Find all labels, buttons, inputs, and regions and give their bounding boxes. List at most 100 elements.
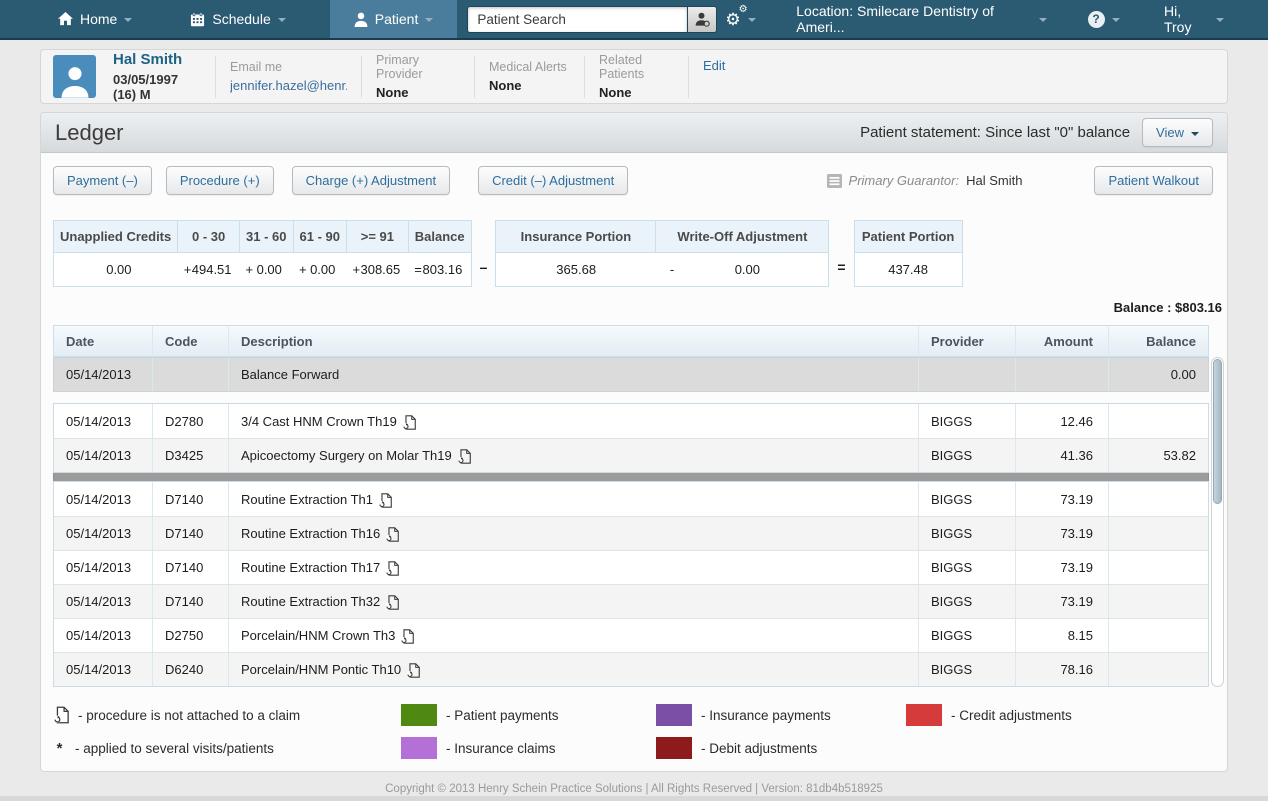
table-row-group: 05/14/2013 D2780 3/4 Cast HNM Crown Th19… xyxy=(53,403,1209,473)
aging-value: +308.65 xyxy=(346,252,409,287)
legend-credit-adjustments: - Credit adjustments xyxy=(906,704,1213,726)
no-claim-icon xyxy=(386,561,400,576)
cell-amount: 12.46 xyxy=(1016,404,1109,438)
cell-balance xyxy=(1109,619,1208,652)
cell-code: D3425 xyxy=(153,439,229,472)
aging-header: 0 - 30 xyxy=(177,220,241,253)
credit-adjustment-button[interactable]: Credit (–) Adjustment xyxy=(478,166,629,195)
primary-provider-block: Primary Provider None xyxy=(362,53,475,100)
cell-description: Apicoectomy Surgery on Molar Th19 xyxy=(229,439,919,472)
patient-search xyxy=(467,0,718,38)
aging-value: +494.51 xyxy=(177,252,240,287)
table-row[interactable]: 05/14/2013 D2780 3/4 Cast HNM Crown Th19… xyxy=(54,404,1208,438)
nav-home[interactable]: Home xyxy=(42,0,148,38)
primary-guarantor-label: Primary Guarantor: xyxy=(848,173,960,188)
cell-amount: 78.16 xyxy=(1016,653,1109,686)
chevron-down-icon xyxy=(1191,132,1199,136)
header-provider[interactable]: Provider xyxy=(919,326,1016,356)
email-link[interactable]: jennifer.hazel@henr... xyxy=(230,78,347,93)
related-patients-value: None xyxy=(599,85,632,100)
nav-settings[interactable]: ⚙ ⚙ xyxy=(717,4,763,28)
person-icon xyxy=(61,67,88,98)
top-navbar: Home Schedule Patient ⚙⚙ Location: Smile… xyxy=(0,0,1268,40)
no-claim-icon xyxy=(386,595,400,610)
footer-strip xyxy=(0,796,1268,801)
chevron-down-icon xyxy=(1111,18,1120,22)
nav-location[interactable]: Location: Smilecare Dentistry of Ameri..… xyxy=(788,3,1055,35)
procedure-button[interactable]: Procedure (+) xyxy=(165,166,274,195)
chevron-down-icon xyxy=(1215,18,1224,22)
equals-operator: = xyxy=(837,259,846,275)
page-title: Ledger xyxy=(55,119,124,145)
patient-dob: 03/05/1997 (16) M xyxy=(113,72,179,102)
cell-date: 05/14/2013 xyxy=(54,551,153,584)
no-claim-icon xyxy=(386,527,400,542)
related-patients-label: Related Patients xyxy=(599,53,645,81)
debit-adjustments-swatch xyxy=(656,737,692,759)
cell-date: 05/14/2013 xyxy=(54,585,153,618)
scrollbar-thumb[interactable] xyxy=(1213,359,1222,504)
cell-provider: BIGGS xyxy=(919,482,1016,516)
cell-balance xyxy=(1109,404,1208,438)
header-description[interactable]: Description xyxy=(229,326,919,356)
header-date[interactable]: Date xyxy=(54,326,153,356)
nav-greeting-label: Hi, Troy xyxy=(1163,3,1192,35)
table-row[interactable]: 05/14/2013 D7140 Routine Extraction Th17… xyxy=(54,550,1208,584)
cell-date: 05/14/2013 xyxy=(54,482,153,516)
calendar-icon xyxy=(191,11,205,26)
patient-walkout-button[interactable]: Patient Walkout xyxy=(1094,166,1213,195)
patient-name: Hal Smith xyxy=(113,51,183,68)
nav-help[interactable]: ? xyxy=(1080,10,1128,28)
aging-header: 31 - 60 xyxy=(239,220,294,253)
aging-header: Insurance Portion xyxy=(495,220,657,253)
aging-value: = 803.16 xyxy=(408,252,472,287)
aging-value: 437.48 xyxy=(853,252,963,287)
ledger-header-band: Ledger Patient statement: Since last "0"… xyxy=(41,113,1227,153)
nav-schedule[interactable]: Schedule xyxy=(174,0,301,38)
header-code[interactable]: Code xyxy=(153,326,229,356)
scrollbar-track xyxy=(1211,357,1224,687)
aging-header: 61 - 90 xyxy=(292,220,347,253)
no-claim-icon xyxy=(407,663,420,678)
insurance-claims-swatch xyxy=(401,737,437,759)
no-claim-icon xyxy=(457,449,471,464)
header-amount[interactable]: Amount xyxy=(1016,326,1109,356)
legend-asterisk-label: - applied to several visits/patients xyxy=(75,740,274,756)
table-row[interactable]: 05/14/2013 D2750 Porcelain/HNM Crown Th3… xyxy=(54,618,1208,652)
payment-button[interactable]: Payment (–) xyxy=(53,166,152,195)
cell-description: Balance Forward xyxy=(229,358,919,391)
medical-alerts-block: Medical Alerts None xyxy=(475,55,585,98)
navbar-right: ⚙ ⚙ Location: Smilecare Dentistry of Amer… xyxy=(717,0,1268,38)
table-row[interactable]: 05/14/2013 D7140 Routine Extraction Th1 … xyxy=(54,482,1208,516)
email-label: Email me xyxy=(230,60,283,74)
chevron-down-icon xyxy=(425,18,434,22)
edit-patient-link[interactable]: Edit xyxy=(703,58,726,73)
patient-search-input[interactable] xyxy=(467,5,688,33)
table-row[interactable]: 05/14/2013 D6240 Porcelain/HNM Pontic Th… xyxy=(54,652,1208,686)
table-row[interactable]: 05/14/2013 D3425 Apicoectomy Surgery on … xyxy=(54,438,1208,472)
aging-value: -0.00 xyxy=(655,252,830,287)
nav-home-label: Home xyxy=(80,11,118,27)
table-row[interactable]: 05/14/2013 Balance Forward 0.00 xyxy=(53,357,1209,392)
nav-patient[interactable]: Patient xyxy=(329,0,458,38)
minus-operator: – xyxy=(479,259,488,275)
cell-code: D7140 xyxy=(153,585,229,618)
home-icon xyxy=(58,12,73,26)
view-button[interactable]: View xyxy=(1142,118,1213,147)
table-row[interactable]: 05/14/2013 D7140 Routine Extraction Th32… xyxy=(54,584,1208,618)
person-search-icon xyxy=(695,12,710,27)
legend-label: - Credit adjustments xyxy=(951,707,1072,723)
avatar[interactable] xyxy=(53,55,96,98)
cell-balance: 53.82 xyxy=(1163,448,1196,463)
balance-total: Balance : $803.16 xyxy=(1113,300,1222,315)
table-row[interactable]: 05/14/2013 D7140 Routine Extraction Th16… xyxy=(54,516,1208,550)
no-claim-icon xyxy=(402,414,416,430)
patient-search-button[interactable] xyxy=(687,5,718,33)
aging-value: 365.68 xyxy=(495,252,656,287)
charge-adjustment-button[interactable]: Charge (+) Adjustment xyxy=(291,166,451,195)
header-balance[interactable]: Balance xyxy=(1146,333,1196,349)
nav-user-menu[interactable]: Hi, Troy xyxy=(1156,3,1232,35)
cell-balance xyxy=(1109,653,1208,686)
chevron-down-icon xyxy=(1038,18,1047,22)
cell-date: 05/14/2013 xyxy=(54,653,153,686)
